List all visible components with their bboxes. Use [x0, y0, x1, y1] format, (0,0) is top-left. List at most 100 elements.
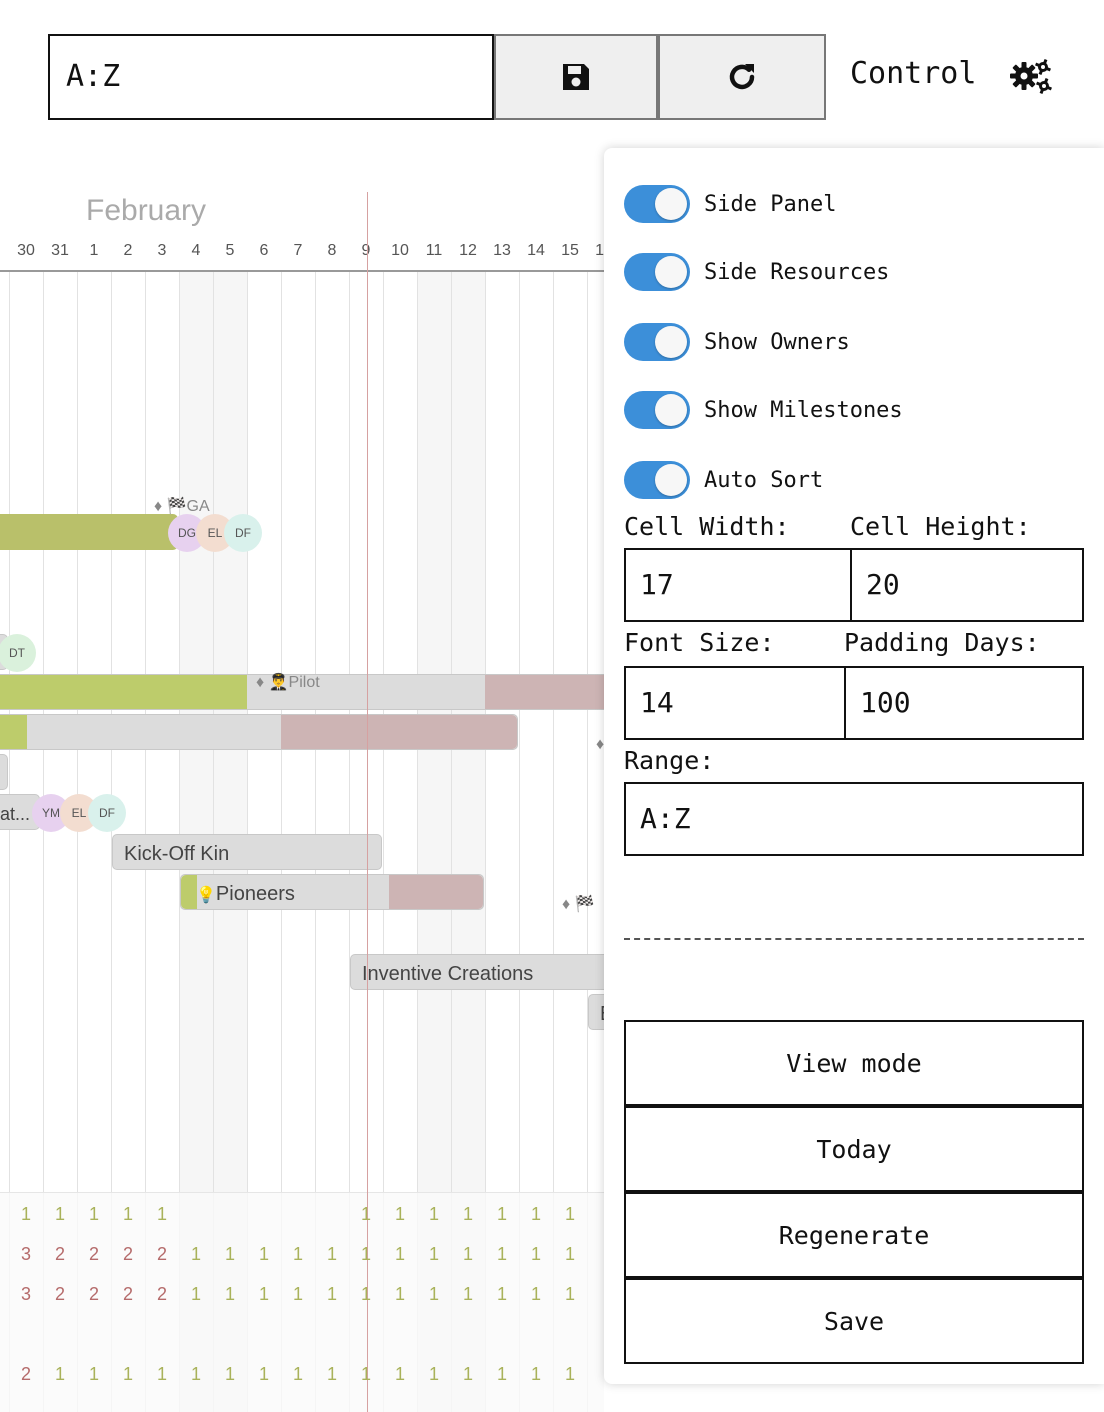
task-label: E — [600, 1003, 604, 1026]
toggle-switch[interactable] — [624, 391, 690, 429]
resource-count: 1 — [496, 1284, 507, 1304]
resource-count: 2 — [122, 1284, 133, 1304]
today-line — [367, 192, 368, 1412]
resource-count: 1 — [530, 1364, 541, 1384]
range-input[interactable]: A:Z — [48, 34, 494, 120]
resource-count: 1 — [530, 1284, 541, 1304]
toggle-switch[interactable] — [624, 461, 690, 499]
control-label: Control — [850, 56, 977, 91]
day-label: 11 — [425, 242, 443, 259]
resource-summary — [0, 1192, 604, 1412]
resource-count: 1 — [496, 1244, 507, 1264]
toggle-switch[interactable] — [624, 323, 690, 361]
refresh-button[interactable] — [658, 34, 826, 120]
resource-count: 1 — [462, 1364, 473, 1384]
day-label: 31 — [51, 242, 69, 259]
day-label: 10 — [391, 242, 409, 259]
toggle-switch[interactable] — [624, 185, 690, 223]
day-column — [77, 270, 111, 1412]
task-bar[interactable] — [180, 874, 484, 910]
pilot-icon: 👨‍✈️ — [268, 674, 289, 691]
task-bar[interactable] — [0, 754, 8, 790]
day-label: 16 — [595, 242, 604, 259]
toggle-show-milestones[interactable]: Show Milestones — [624, 390, 903, 430]
task-bar[interactable] — [112, 834, 382, 870]
resource-count: 1 — [190, 1364, 201, 1384]
font-size-input[interactable]: 14 — [624, 666, 846, 740]
toggle-side-panel[interactable]: Side Panel — [624, 184, 836, 224]
resource-count: 1 — [326, 1284, 337, 1304]
milestone-ga[interactable]: ♦ 🏁GA — [154, 498, 210, 515]
resource-count: 1 — [258, 1284, 269, 1304]
resource-count: 2 — [88, 1244, 99, 1264]
toggle-label: Side Panel — [704, 191, 837, 217]
task-bar[interactable] — [588, 994, 604, 1030]
today-button[interactable]: Today — [624, 1106, 1084, 1192]
day-label: 30 — [17, 242, 35, 259]
resource-count: 1 — [496, 1364, 507, 1384]
toggle-side-resources[interactable]: Side Resources — [624, 252, 889, 292]
day-label: 13 — [493, 242, 511, 259]
padding-days-input[interactable]: 100 — [844, 666, 1084, 740]
cell-height-label: Cell Height: — [850, 512, 1031, 541]
save-icon-button[interactable] — [494, 34, 658, 120]
font-size-label: Font Size: — [624, 628, 775, 657]
task-bar[interactable] — [0, 674, 604, 710]
resource-count: 1 — [496, 1204, 507, 1224]
resource-count: 1 — [428, 1204, 439, 1224]
refresh-icon — [729, 64, 755, 90]
resource-count: 1 — [156, 1204, 167, 1224]
cell-width-label: Cell Width: — [624, 512, 790, 541]
resource-count: 1 — [360, 1364, 371, 1384]
day-column — [383, 270, 417, 1412]
owner-avatar: DF — [224, 514, 262, 552]
task-bar[interactable] — [0, 714, 518, 750]
resource-count: 2 — [54, 1244, 65, 1264]
resource-count: 1 — [360, 1284, 371, 1304]
day-label: 9 — [361, 242, 371, 259]
milestone-marker[interactable]: ♦ — [596, 736, 604, 753]
resource-count: 1 — [462, 1284, 473, 1304]
resource-count: 1 — [530, 1204, 541, 1224]
regenerate-button[interactable]: Regenerate — [624, 1192, 1084, 1278]
task-bar[interactable] — [0, 514, 178, 550]
resource-count: 1 — [564, 1244, 575, 1264]
resource-count: 1 — [428, 1364, 439, 1384]
resource-count: 1 — [462, 1244, 473, 1264]
day-label: 14 — [527, 242, 545, 259]
resource-count: 1 — [258, 1244, 269, 1264]
toggle-switch[interactable] — [624, 253, 690, 291]
save-button[interactable]: Save — [624, 1278, 1084, 1364]
view-mode-button[interactable]: View mode — [624, 1020, 1084, 1106]
panel-divider — [624, 938, 1084, 940]
day-label: 15 — [561, 242, 579, 259]
day-column — [43, 270, 77, 1412]
day-column — [587, 270, 604, 1412]
resource-count: 1 — [190, 1244, 201, 1264]
task-label: Kick-Off Kin — [124, 843, 230, 865]
milestone-marker[interactable]: ♦ 🏁 — [562, 896, 595, 913]
day-label: 6 — [259, 242, 269, 259]
cell-height-input[interactable]: 20 — [850, 548, 1084, 622]
day-column — [553, 270, 587, 1412]
resource-count: 1 — [122, 1364, 133, 1384]
cell-width-input[interactable]: 17 — [624, 548, 852, 622]
task-label: 💡Pioneers — [196, 883, 295, 905]
toggle-show-owners[interactable]: Show Owners — [624, 322, 850, 362]
resource-count: 1 — [224, 1284, 235, 1304]
resource-count: 1 — [122, 1204, 133, 1224]
resource-count: 1 — [360, 1204, 371, 1224]
toggle-label: Side Resources — [704, 259, 890, 285]
task-bar[interactable] — [350, 954, 604, 990]
gears-icon[interactable] — [1010, 58, 1054, 99]
resource-count: 1 — [564, 1284, 575, 1304]
range-field[interactable]: A:Z — [624, 782, 1084, 856]
resource-count: 1 — [530, 1244, 541, 1264]
toggle-auto-sort[interactable]: Auto Sort — [624, 460, 823, 500]
day-label: 1 — [89, 242, 99, 259]
milestone-pilot[interactable]: ♦ 👨‍✈️Pilot — [256, 674, 320, 691]
day-column — [9, 270, 43, 1412]
owner-avatar: DF — [88, 794, 126, 832]
resource-count: 1 — [54, 1364, 65, 1384]
owner-avatar: DT — [0, 634, 36, 672]
